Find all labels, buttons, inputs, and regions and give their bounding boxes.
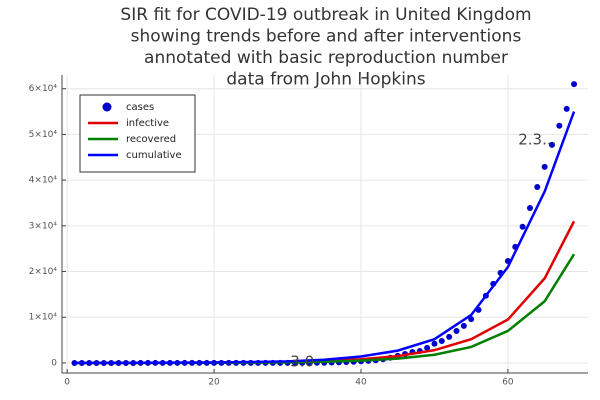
chart-title: annotated with basic reproduction number: [144, 48, 508, 68]
y-tick-label: 6×10⁴: [29, 84, 58, 94]
chart-title: SIR fit for COVID-19 outbreak in United …: [120, 5, 531, 25]
line-series: [74, 111, 576, 365]
legend-label: cumulative: [126, 150, 182, 161]
legend-label: infective: [126, 118, 169, 129]
data-point: [431, 340, 438, 347]
data-point: [453, 327, 460, 334]
data-point: [556, 122, 563, 129]
y-tick-label: 5×10⁴: [29, 130, 58, 140]
x-tick-label: 0: [64, 378, 70, 388]
y-tick-label: 1×10⁴: [29, 313, 58, 323]
y-tick-label: 2×10⁴: [29, 267, 58, 277]
y-tick-label: 4×10⁴: [29, 176, 58, 186]
data-point: [468, 316, 475, 323]
chart-title: showing trends before and after interven…: [131, 27, 522, 47]
data-point: [446, 333, 453, 340]
data-point: [460, 322, 467, 329]
data-point: [519, 223, 526, 230]
data-point: [534, 183, 541, 190]
annotation: 2.3...: [518, 130, 556, 148]
legend-box: [79, 94, 196, 173]
y-tick-label: 3×10⁴: [29, 221, 58, 231]
data-point: [438, 338, 445, 345]
data-point: [541, 163, 548, 170]
x-tick-label: 40: [355, 378, 367, 388]
data-point: [563, 105, 570, 112]
line-series: [74, 220, 576, 365]
data-point: [571, 81, 578, 88]
legend-label: cases: [126, 102, 154, 113]
legend-label: recovered: [126, 134, 176, 145]
data-point: [424, 344, 431, 351]
annotation: 3.0: [290, 353, 314, 371]
data-point: [71, 359, 78, 366]
x-tick-label: 20: [208, 378, 220, 388]
chart-title: data from John Hopkins: [226, 70, 425, 90]
legend-marker: [102, 102, 112, 112]
data-point: [549, 141, 556, 148]
y-tick-label: 0: [51, 358, 57, 368]
data-point: [526, 205, 533, 212]
x-tick-label: 60: [502, 378, 514, 388]
